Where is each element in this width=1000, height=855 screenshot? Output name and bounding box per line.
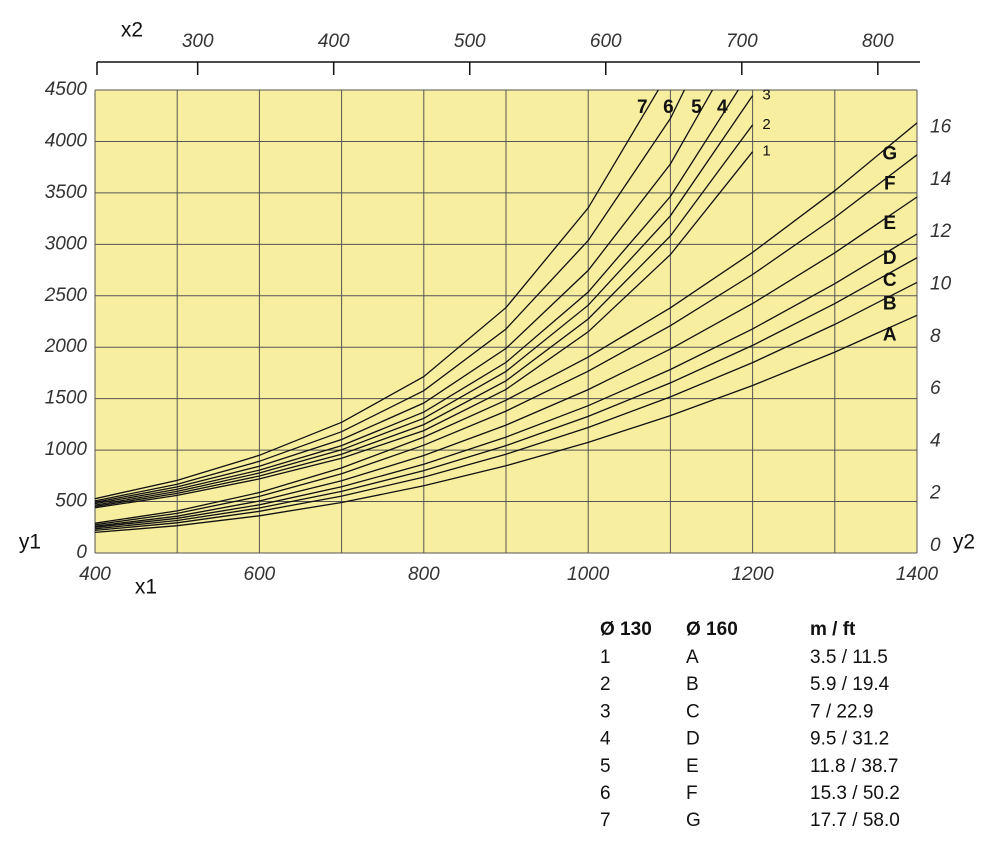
table-cell: A <box>686 647 699 668</box>
series-label: 1 <box>762 143 770 160</box>
x2-tick-label: 300 <box>182 31 214 52</box>
series-label: 5 <box>691 97 702 118</box>
series-line <box>95 257 917 530</box>
y-tick-label: 1000 <box>45 439 88 460</box>
y-tick-label: 4500 <box>45 79 88 100</box>
y-tick-label: 1500 <box>45 388 88 409</box>
table-cell: 4 <box>600 729 611 750</box>
y-tick-label: 3000 <box>45 233 88 254</box>
table-header: Ø 130 <box>600 619 652 640</box>
series-line <box>95 90 714 503</box>
x2-tick-label: 700 <box>726 31 758 52</box>
x-tick-label: 800 <box>408 564 440 585</box>
table-cell: 15.3 / 50.2 <box>810 783 900 804</box>
y2-tick-label: 14 <box>930 169 951 190</box>
y-tick-label: 0 <box>76 542 87 563</box>
table-header: m / ft <box>810 619 856 640</box>
x-axis-label: x1 <box>135 576 157 599</box>
table-cell: 5.9 / 19.4 <box>810 674 890 695</box>
series-line <box>95 95 754 506</box>
series-line <box>95 90 660 500</box>
y-tick-label: 2000 <box>44 336 88 357</box>
x2-tick-label: 500 <box>454 31 486 52</box>
y-tick-label: 2500 <box>44 285 88 306</box>
series-label: 3 <box>762 87 770 104</box>
table-cell: 3.5 / 11.5 <box>810 647 888 668</box>
y2-tick-label: 8 <box>930 326 941 347</box>
series-label: G <box>882 144 897 165</box>
table-header: Ø 160 <box>686 619 738 640</box>
series-label: C <box>883 270 897 291</box>
y2-tick-label: 6 <box>930 378 941 399</box>
table-cell: 1 <box>600 647 611 668</box>
y-tick-label: 3500 <box>45 182 88 203</box>
series-line <box>95 90 740 505</box>
y2-tick-label: 4 <box>930 430 941 451</box>
series-line <box>95 196 917 527</box>
table-cell: 7 / 22.9 <box>810 701 873 722</box>
x2-axis-label: x2 <box>121 19 143 42</box>
x-tick-label: 1400 <box>896 564 939 585</box>
x2-tick-label: 600 <box>590 31 622 52</box>
x-tick-label: 1000 <box>567 564 610 585</box>
y2-axis-label: y2 <box>953 531 975 554</box>
series-line <box>95 90 686 502</box>
series-line <box>95 314 917 534</box>
table-cell: D <box>686 729 700 750</box>
series-label: E <box>883 213 896 234</box>
table-cell: 17.7 / 58.0 <box>810 810 900 831</box>
y2-tick-label: 2 <box>929 483 941 504</box>
y2-tick-label: 0 <box>930 535 941 556</box>
table-cell: C <box>686 701 700 722</box>
x2-tick-label: 400 <box>318 31 350 52</box>
series-label: 2 <box>762 116 770 133</box>
table-cell: G <box>686 810 701 831</box>
y2-tick-label: 10 <box>930 273 952 294</box>
series-label: B <box>883 293 897 314</box>
table-cell: B <box>686 674 699 695</box>
y-axis-label: y1 <box>19 531 41 554</box>
series-label: 7 <box>637 97 648 118</box>
table-cell: 7 <box>600 810 611 831</box>
series-label: D <box>883 248 897 269</box>
series-line <box>95 151 754 509</box>
y-tick-label: 500 <box>55 491 87 512</box>
x-tick-label: 400 <box>79 564 111 585</box>
table-cell: F <box>686 783 698 804</box>
table-cell: 11.8 / 38.7 <box>810 756 898 777</box>
lines <box>95 90 917 534</box>
series-line <box>95 154 917 526</box>
y2-tick-label: 12 <box>930 221 952 242</box>
series-label: F <box>884 174 896 195</box>
series-line <box>95 233 917 528</box>
series-line <box>95 281 917 532</box>
y2-tick-label: 16 <box>930 116 952 137</box>
x-tick-label: 1200 <box>731 564 774 585</box>
table-cell: 6 <box>600 783 611 804</box>
series-line <box>95 122 917 524</box>
series-label: A <box>883 324 897 345</box>
table-cell: 3 <box>600 701 611 722</box>
y-tick-label: 4000 <box>45 130 88 151</box>
series-label: 6 <box>663 97 674 118</box>
series-line <box>95 124 754 508</box>
table-cell: 5 <box>600 756 611 777</box>
table-cell: 2 <box>600 674 611 695</box>
series-label: 4 <box>717 97 728 118</box>
table-cell: 9.5 / 31.2 <box>810 729 889 750</box>
x-tick-label: 600 <box>244 564 276 585</box>
table-cell: E <box>686 756 699 777</box>
x2-tick-label: 800 <box>862 31 894 52</box>
